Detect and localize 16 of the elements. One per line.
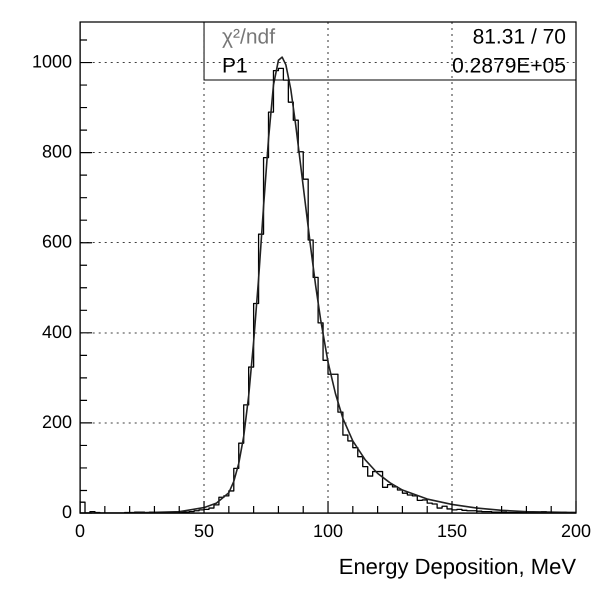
annotation: P1 [222, 54, 248, 78]
x-tick-label: 200 [560, 520, 592, 541]
annotation: 81.31 / 70 [472, 25, 566, 48]
y-tick-label: 400 [42, 322, 72, 342]
y-tick-label: 1000 [32, 52, 72, 72]
y-tick-label: 200 [42, 412, 72, 432]
y-tick-label: 800 [42, 142, 72, 162]
x-tick-label: 100 [313, 520, 344, 541]
annotation: χ²/ndf [222, 25, 276, 48]
annotation: 0.2879E+05 [452, 54, 566, 78]
x-tick-label: 150 [436, 520, 468, 541]
y-tick-label: 0 [62, 502, 72, 522]
x-tick-label: 0 [75, 520, 86, 541]
x-tick-label: 50 [194, 520, 214, 541]
y-tick-label: 600 [42, 232, 72, 252]
x-axis-title: Energy Deposition, MeV [338, 554, 576, 579]
